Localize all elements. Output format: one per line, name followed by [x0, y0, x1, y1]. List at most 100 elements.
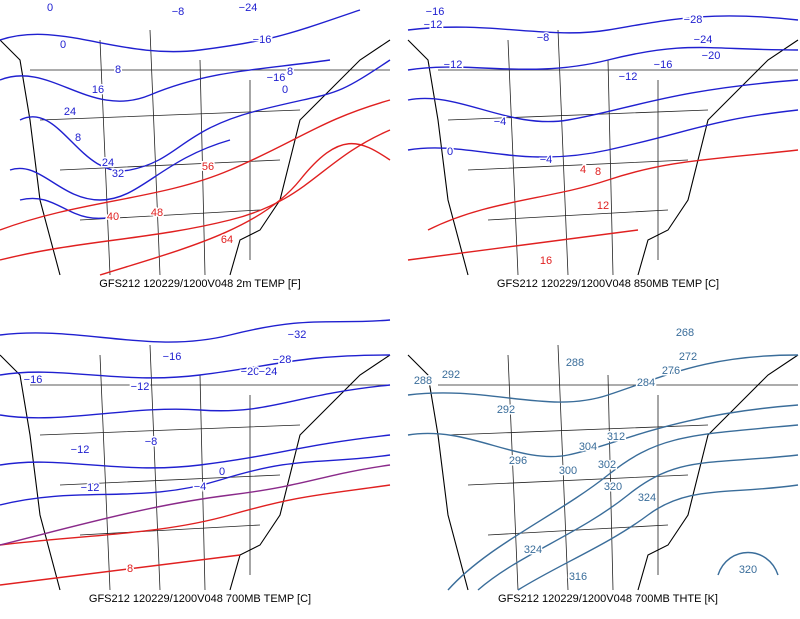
- contour-label: 48: [151, 207, 163, 219]
- contour-label: 0: [219, 466, 225, 478]
- contour-line: [0, 129, 391, 261]
- state-borders: [30, 29, 390, 276]
- contour-label: 0: [282, 84, 288, 96]
- contour-label: 292: [442, 369, 460, 381]
- contour-label: 24: [64, 106, 76, 118]
- contour-line: [0, 464, 391, 546]
- contour-label: −16: [253, 34, 272, 46]
- contour-line: [19, 59, 391, 172]
- contour-line: [99, 143, 391, 276]
- contour-label: 8: [595, 166, 601, 178]
- coastline: [0, 39, 391, 276]
- contour-line: [477, 454, 799, 591]
- contour-label: −12: [444, 59, 463, 71]
- contour-label: 312: [607, 431, 625, 443]
- contour-label: −24: [694, 34, 713, 46]
- map-panel: 268 288 272 276 284 292 288 292 304 312 296 300 302 3…: [407, 315, 800, 605]
- contour-label: −12: [424, 19, 443, 31]
- contour-label: −12: [131, 381, 150, 393]
- contour-label: 276: [662, 365, 680, 377]
- contour-label: −28: [684, 14, 703, 26]
- contour-label: 316: [569, 571, 587, 583]
- contour-label: 0: [47, 2, 53, 14]
- map-panel: −16−12−8−28−24−20−16−12−12−40−44 81216GFS…: [407, 0, 800, 290]
- contour-line: [407, 109, 799, 158]
- contour-line: [407, 354, 799, 403]
- contour-label: 32: [112, 168, 124, 180]
- contour-line: [0, 554, 241, 586]
- contour-label: 64: [221, 234, 233, 246]
- coastline: [407, 354, 799, 591]
- contour-label: −24: [259, 366, 278, 378]
- contour-label: 288: [414, 375, 432, 387]
- map-caption: GFS212 120229/1200V048 700MB TEMP [C]: [89, 593, 311, 605]
- contour-label: 8: [115, 64, 121, 76]
- state-borders: [438, 344, 798, 591]
- contour-label: 16: [540, 255, 552, 267]
- contour-label: −12: [81, 482, 100, 494]
- contour-label: 296: [509, 455, 527, 467]
- contour-label: 4: [580, 164, 586, 176]
- state-borders: [438, 29, 798, 276]
- contour-label: 0: [447, 146, 453, 158]
- contour-label: 16: [92, 84, 104, 96]
- contour-line: [407, 404, 799, 458]
- contour-line: [407, 229, 639, 261]
- contour-label: −16: [654, 59, 673, 71]
- contour-line: [0, 434, 391, 469]
- contour-line: [9, 139, 231, 201]
- contour-line: [0, 454, 391, 506]
- map-frame: [408, 315, 800, 591]
- contour-label: −20: [702, 50, 721, 62]
- contour-label: 0: [60, 39, 66, 51]
- contour-label: 8: [75, 132, 81, 144]
- contour-label: 304: [579, 441, 597, 453]
- contour-label: −4: [494, 116, 507, 128]
- contour-label: −24: [239, 2, 258, 14]
- contour-label: 302: [598, 459, 616, 471]
- contour-label: −16: [24, 374, 43, 386]
- contour-label: 12: [597, 200, 609, 212]
- contour-label: −8: [172, 6, 185, 18]
- contour-line: [0, 9, 361, 53]
- contour-label: −4: [540, 154, 553, 166]
- map-caption: GFS212 120229/1200V048 700MB THTE [K]: [498, 593, 718, 605]
- contour-label: −8: [145, 436, 158, 448]
- map-caption: GFS212 120229/1200V048 850MB TEMP [C]: [497, 278, 719, 290]
- contour-label: 8: [287, 66, 293, 78]
- contour-label: −16: [267, 72, 286, 84]
- contour-line: [407, 15, 799, 34]
- contour-line: [0, 99, 391, 231]
- contour-line: [0, 354, 391, 379]
- contour-label: 40: [107, 211, 119, 223]
- contour-label: 324: [524, 544, 542, 556]
- contour-label: −32: [288, 329, 307, 341]
- contour-label: −4: [194, 481, 207, 493]
- contour-label: −8: [537, 32, 550, 44]
- contour-label: −12: [71, 444, 90, 456]
- contour-label: 272: [679, 351, 697, 363]
- contour-label: 56: [202, 161, 214, 173]
- contour-label: 320: [604, 481, 622, 493]
- contour-label: 320: [739, 564, 757, 576]
- contour-label: 284: [637, 377, 655, 389]
- contour-label: −12: [619, 71, 638, 83]
- contour-label: −16: [163, 351, 182, 363]
- contour-label: −16: [426, 6, 445, 18]
- map-panel: −32 −16 −28 −20 −24 −16 −12 −12 −8 −12 −4 0 8 GFS212 …: [0, 315, 392, 605]
- map-frame: [0, 315, 392, 591]
- contour-label: 268: [676, 327, 694, 339]
- contour-label: −28: [273, 354, 292, 366]
- contour-label: 24: [102, 157, 114, 169]
- contour-label: 292: [497, 404, 515, 416]
- contour-label: 324: [638, 492, 656, 504]
- contour-line: [19, 197, 121, 220]
- contour-line: [447, 424, 799, 591]
- contour-label: −20: [241, 366, 260, 378]
- contour-label: 300: [559, 465, 577, 477]
- contour-line: [0, 484, 391, 546]
- contour-line: [407, 46, 799, 71]
- contour-line: [427, 149, 799, 231]
